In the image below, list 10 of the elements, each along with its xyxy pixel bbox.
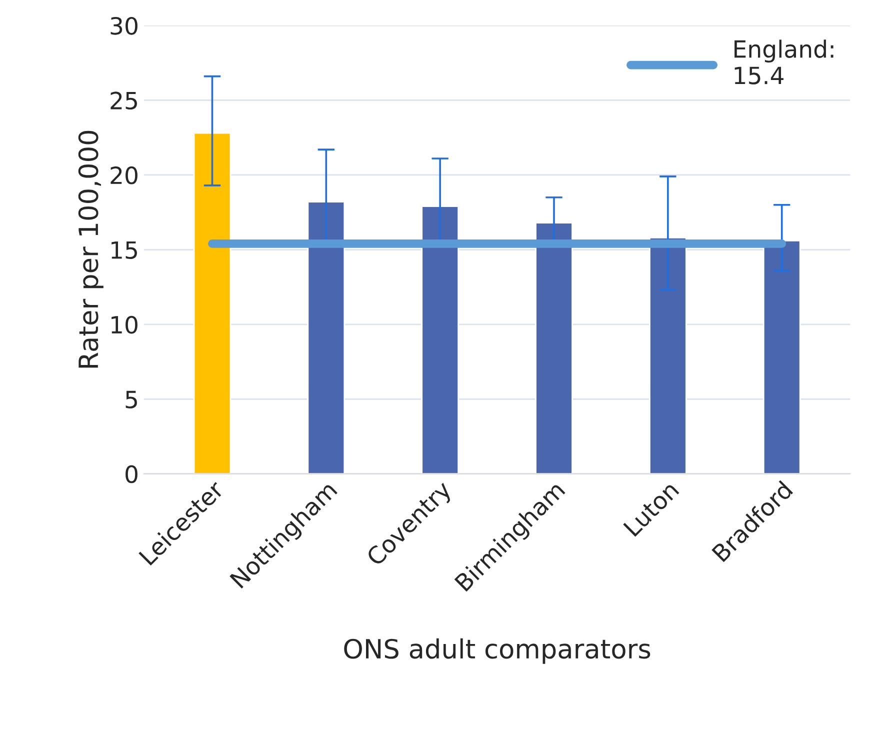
x-axis-title: ONS adult comparators [344, 638, 650, 664]
legend-label: England: 15.4 [734, 40, 834, 84]
y-axis-title: Rater per 100,000 [78, 130, 104, 368]
y-tick-label: 20 [110, 166, 138, 184]
y-tick-label: 25 [110, 92, 137, 110]
y-tick-label: 10 [112, 316, 138, 334]
y-tick-label: 5 [126, 390, 137, 408]
y-tick-label: 30 [110, 16, 138, 35]
y-tick-label: 0 [126, 465, 138, 484]
y-tick-label: 15 [112, 241, 137, 259]
